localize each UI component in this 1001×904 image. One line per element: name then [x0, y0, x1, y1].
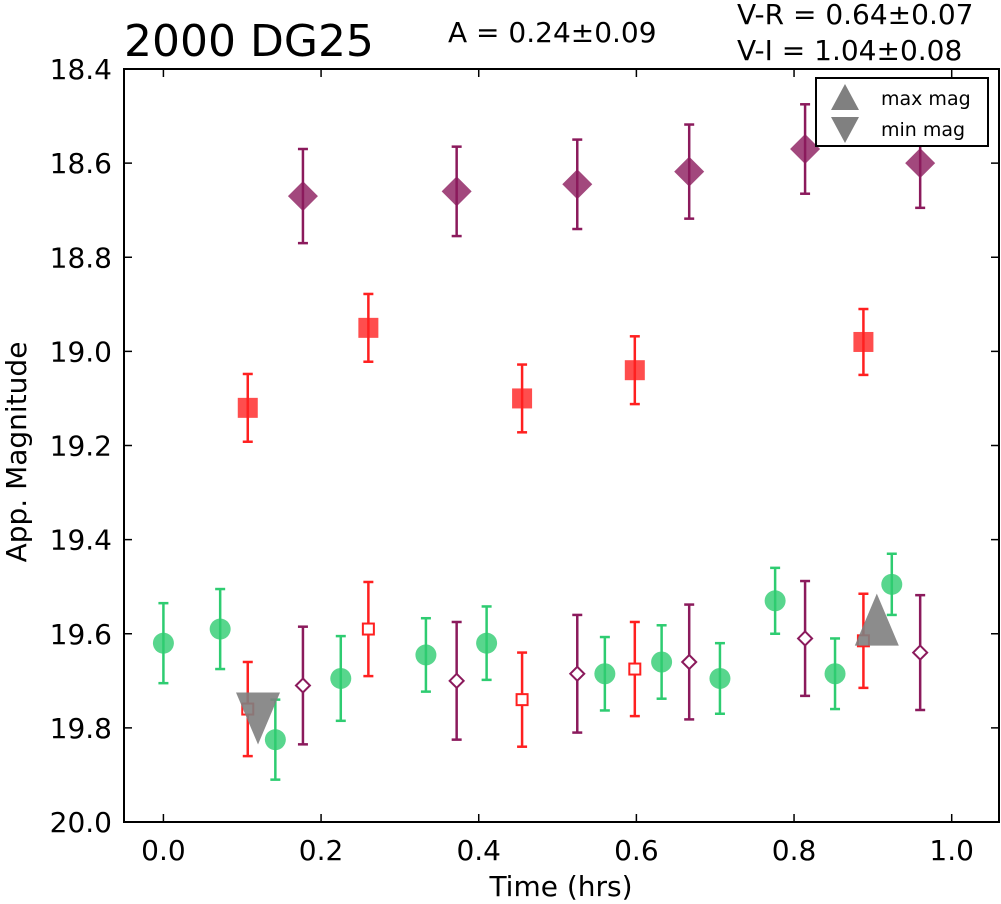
x-tick-label: 0.4: [456, 834, 501, 867]
series-3: [152, 552, 903, 781]
data-point: [905, 148, 936, 179]
x-tick-label: 0.6: [614, 834, 659, 867]
data-point: [237, 397, 258, 418]
data-point: [448, 672, 466, 690]
data-point: [796, 630, 814, 647]
y-tick-label: 18.6: [50, 147, 112, 180]
data-point: [674, 156, 705, 187]
data-point: [264, 729, 286, 751]
data-point: [415, 644, 437, 666]
data-point: [911, 644, 929, 661]
v-i-annotation: V-I = 1.04±0.08: [737, 34, 962, 67]
min-mag-marker: [236, 692, 281, 745]
max-mag-marker: [854, 593, 899, 646]
y-tick-label: 19.6: [50, 618, 112, 651]
data-point: [294, 677, 312, 694]
data-point: [515, 693, 529, 707]
data-point: [476, 632, 498, 654]
data-point: [680, 653, 698, 671]
v-r-annotation: V-R = 0.64±0.07: [737, 0, 973, 31]
legend-marker: [831, 117, 859, 143]
x-axis-label: Time (hrs): [488, 870, 632, 903]
data-point: [568, 665, 586, 683]
data-point: [358, 317, 379, 338]
plot-frame: [123, 68, 1000, 823]
data-point: [651, 651, 673, 673]
y-tick-label: 19.8: [50, 712, 112, 745]
x-tick-label: 0.2: [299, 834, 344, 867]
data-point: [881, 573, 903, 595]
data-point: [330, 667, 352, 689]
y-tick-label: 18.8: [50, 241, 112, 274]
data-layer: [152, 103, 936, 781]
data-point: [441, 176, 472, 207]
series-4: [294, 579, 929, 746]
legend: max mag min mag: [815, 77, 989, 147]
series-1: [287, 103, 936, 245]
data-point: [562, 169, 593, 200]
amplitude-annotation: A = 0.24±0.09: [448, 16, 657, 49]
chart-title: 2000 DG25: [124, 16, 374, 67]
data-point: [764, 590, 786, 612]
legend-marker: [831, 84, 859, 110]
legend-label: min mag: [881, 119, 965, 141]
y-axis-label: App. Magnitude: [0, 342, 33, 563]
y-tick-label: 20.0: [50, 806, 112, 839]
data-point: [624, 360, 645, 381]
data-point: [853, 331, 874, 352]
data-point: [152, 632, 174, 654]
data-point: [628, 662, 642, 676]
data-point: [594, 663, 616, 685]
x-tick-label: 1.0: [929, 834, 974, 867]
data-point: [209, 618, 231, 640]
legend-label: max mag: [881, 88, 971, 110]
data-point: [790, 134, 821, 165]
y-tick-label: 19.4: [50, 524, 112, 557]
x-tick-label: 0.8: [772, 834, 817, 867]
y-tick-label: 19.2: [50, 430, 112, 463]
axis-ticks: 0.0 0.2 0.4 0.6 0.8 1.0 18.4 18.6 18.8 19.0 19.2 19…: [50, 53, 999, 867]
data-point: [824, 663, 846, 685]
data-point: [709, 667, 731, 689]
y-tick-label: 19.0: [50, 335, 112, 368]
data-point: [287, 181, 318, 212]
series-2: [237, 292, 874, 443]
data-point: [361, 622, 375, 636]
data-point: [512, 388, 533, 409]
y-tick-label: 18.4: [50, 53, 112, 86]
x-tick-label: 0.0: [141, 834, 186, 867]
